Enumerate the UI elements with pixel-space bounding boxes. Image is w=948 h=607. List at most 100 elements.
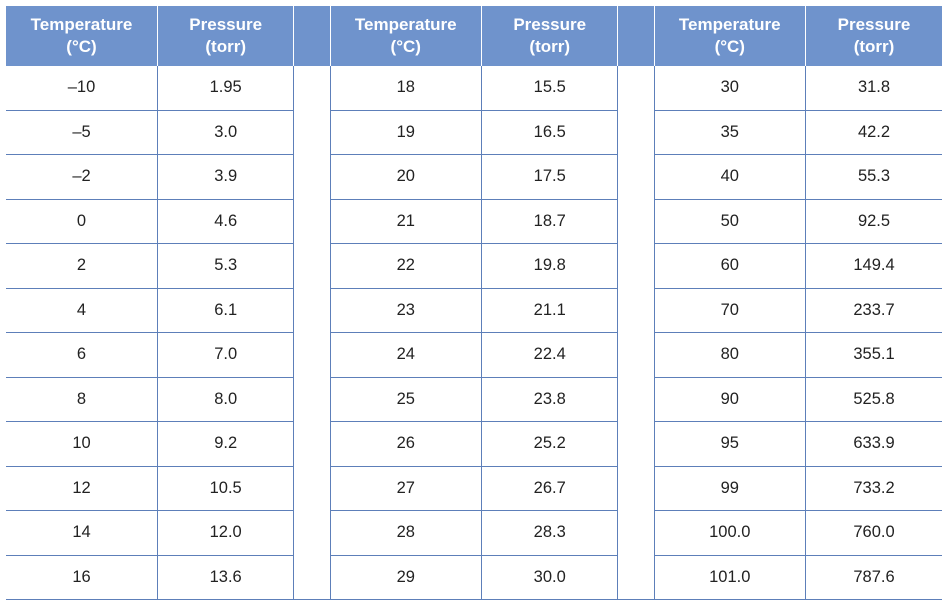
column-gap bbox=[617, 466, 655, 511]
pressure-cell: 19.8 bbox=[481, 243, 619, 289]
header-temperature-1: Temperature (°C) bbox=[6, 6, 158, 66]
vapor-pressure-table-container: Temperature (°C) Pressure (torr) Tempera… bbox=[6, 6, 942, 600]
temperature-cell: 14 bbox=[6, 510, 158, 556]
column-gap bbox=[293, 243, 331, 288]
pressure-cell: 760.0 bbox=[805, 510, 942, 556]
temperature-cell: 99 bbox=[654, 466, 807, 511]
pressure-cell: 733.2 bbox=[805, 466, 942, 511]
header-temperature-unit: (°C) bbox=[714, 37, 745, 56]
table-row: 10 9.2 26 25.2 95 633.9 bbox=[6, 421, 942, 467]
temperature-cell: 50 bbox=[654, 199, 807, 244]
pressure-cell: 10.5 bbox=[157, 466, 295, 511]
vapor-pressure-table: Temperature (°C) Pressure (torr) Tempera… bbox=[6, 6, 942, 600]
pressure-cell: 233.7 bbox=[805, 288, 942, 333]
header-temperature-label: Temperature bbox=[354, 15, 457, 34]
temperature-cell: 80 bbox=[654, 332, 807, 378]
pressure-cell: 15.5 bbox=[481, 66, 619, 111]
table-row: 4 6.1 23 21.1 70 233.7 bbox=[6, 288, 942, 333]
pressure-cell: 17.5 bbox=[481, 154, 619, 200]
column-gap bbox=[617, 154, 655, 199]
table-row: 12 10.5 27 26.7 99 733.2 bbox=[6, 466, 942, 511]
header-pressure-unit: (torr) bbox=[853, 37, 895, 56]
column-gap bbox=[617, 421, 655, 466]
temperature-cell: 27 bbox=[330, 466, 483, 511]
pressure-cell: 3.0 bbox=[157, 110, 295, 155]
pressure-cell: 4.6 bbox=[157, 199, 295, 244]
temperature-cell: 21 bbox=[330, 199, 483, 244]
temperature-cell: 40 bbox=[654, 154, 807, 200]
column-gap bbox=[617, 199, 655, 244]
temperature-cell: 22 bbox=[330, 243, 483, 289]
pressure-cell: 28.3 bbox=[481, 510, 619, 556]
table-row: 8 8.0 25 23.8 90 525.8 bbox=[6, 377, 942, 422]
table-header: Temperature (°C) Pressure (torr) Tempera… bbox=[6, 6, 942, 66]
temperature-cell: 12 bbox=[6, 466, 158, 511]
pressure-cell: 787.6 bbox=[805, 555, 942, 600]
table-row: 16 13.6 29 30.0 101.0 787.6 bbox=[6, 555, 942, 600]
pressure-cell: 42.2 bbox=[805, 110, 942, 155]
pressure-cell: 21.1 bbox=[481, 288, 619, 333]
column-gap bbox=[617, 332, 655, 377]
temperature-cell: 23 bbox=[330, 288, 483, 333]
pressure-cell: 18.7 bbox=[481, 199, 619, 244]
temperature-cell: –5 bbox=[6, 110, 158, 155]
pressure-cell: 16.5 bbox=[481, 110, 619, 155]
temperature-cell: 24 bbox=[330, 332, 483, 378]
column-gap bbox=[293, 288, 331, 333]
temperature-cell: 16 bbox=[6, 555, 158, 600]
table-row: –5 3.0 19 16.5 35 42.2 bbox=[6, 110, 942, 155]
pressure-cell: 22.4 bbox=[481, 332, 619, 378]
pressure-cell: 6.1 bbox=[157, 288, 295, 333]
pressure-cell: 13.6 bbox=[157, 555, 295, 600]
temperature-cell: 100.0 bbox=[654, 510, 807, 556]
pressure-cell: 633.9 bbox=[805, 421, 942, 467]
table-body: –10 1.95 18 15.5 30 31.8 –5 3.0 19 16.5 35 42.2 –2 3.… bbox=[6, 66, 942, 600]
pressure-cell: 149.4 bbox=[805, 243, 942, 289]
header-pressure-unit: (torr) bbox=[529, 37, 571, 56]
temperature-cell: 0 bbox=[6, 199, 158, 244]
column-gap bbox=[293, 332, 331, 377]
temperature-cell: 28 bbox=[330, 510, 483, 556]
temperature-cell: 8 bbox=[6, 377, 158, 422]
table-row: –10 1.95 18 15.5 30 31.8 bbox=[6, 66, 942, 111]
temperature-cell: 26 bbox=[330, 421, 483, 467]
header-temperature-2: Temperature (°C) bbox=[330, 6, 483, 66]
table-row: 6 7.0 24 22.4 80 355.1 bbox=[6, 332, 942, 378]
table-row: 14 12.0 28 28.3 100.0 760.0 bbox=[6, 510, 942, 556]
column-gap bbox=[293, 154, 331, 199]
temperature-cell: 35 bbox=[654, 110, 807, 155]
column-gap bbox=[293, 199, 331, 244]
header-pressure-label: Pressure bbox=[513, 15, 587, 34]
column-gap bbox=[293, 510, 331, 555]
pressure-cell: 12.0 bbox=[157, 510, 295, 556]
pressure-cell: 25.2 bbox=[481, 421, 619, 467]
table-row: 0 4.6 21 18.7 50 92.5 bbox=[6, 199, 942, 244]
column-gap bbox=[617, 243, 655, 288]
temperature-cell: 20 bbox=[330, 154, 483, 200]
temperature-cell: 60 bbox=[654, 243, 807, 289]
temperature-cell: 18 bbox=[330, 66, 483, 111]
column-gap bbox=[617, 555, 655, 600]
pressure-cell: 30.0 bbox=[481, 555, 619, 600]
header-row: Temperature (°C) Pressure (torr) Tempera… bbox=[6, 6, 942, 66]
pressure-cell: 7.0 bbox=[157, 332, 295, 378]
header-pressure-2: Pressure (torr) bbox=[481, 6, 619, 66]
temperature-cell: 70 bbox=[654, 288, 807, 333]
pressure-cell: 92.5 bbox=[805, 199, 942, 244]
temperature-cell: 10 bbox=[6, 421, 158, 467]
pressure-cell: 8.0 bbox=[157, 377, 295, 422]
pressure-cell: 55.3 bbox=[805, 154, 942, 200]
temperature-cell: –10 bbox=[6, 66, 158, 111]
column-gap bbox=[293, 555, 331, 600]
column-gap bbox=[293, 66, 331, 110]
temperature-cell: –2 bbox=[6, 154, 158, 200]
temperature-cell: 95 bbox=[654, 421, 807, 467]
pressure-cell: 26.7 bbox=[481, 466, 619, 511]
column-gap bbox=[293, 377, 331, 422]
header-gap-1 bbox=[293, 6, 331, 66]
pressure-cell: 31.8 bbox=[805, 66, 942, 111]
column-gap bbox=[617, 110, 655, 155]
header-temperature-3: Temperature (°C) bbox=[654, 6, 807, 66]
temperature-cell: 25 bbox=[330, 377, 483, 422]
pressure-cell: 355.1 bbox=[805, 332, 942, 378]
